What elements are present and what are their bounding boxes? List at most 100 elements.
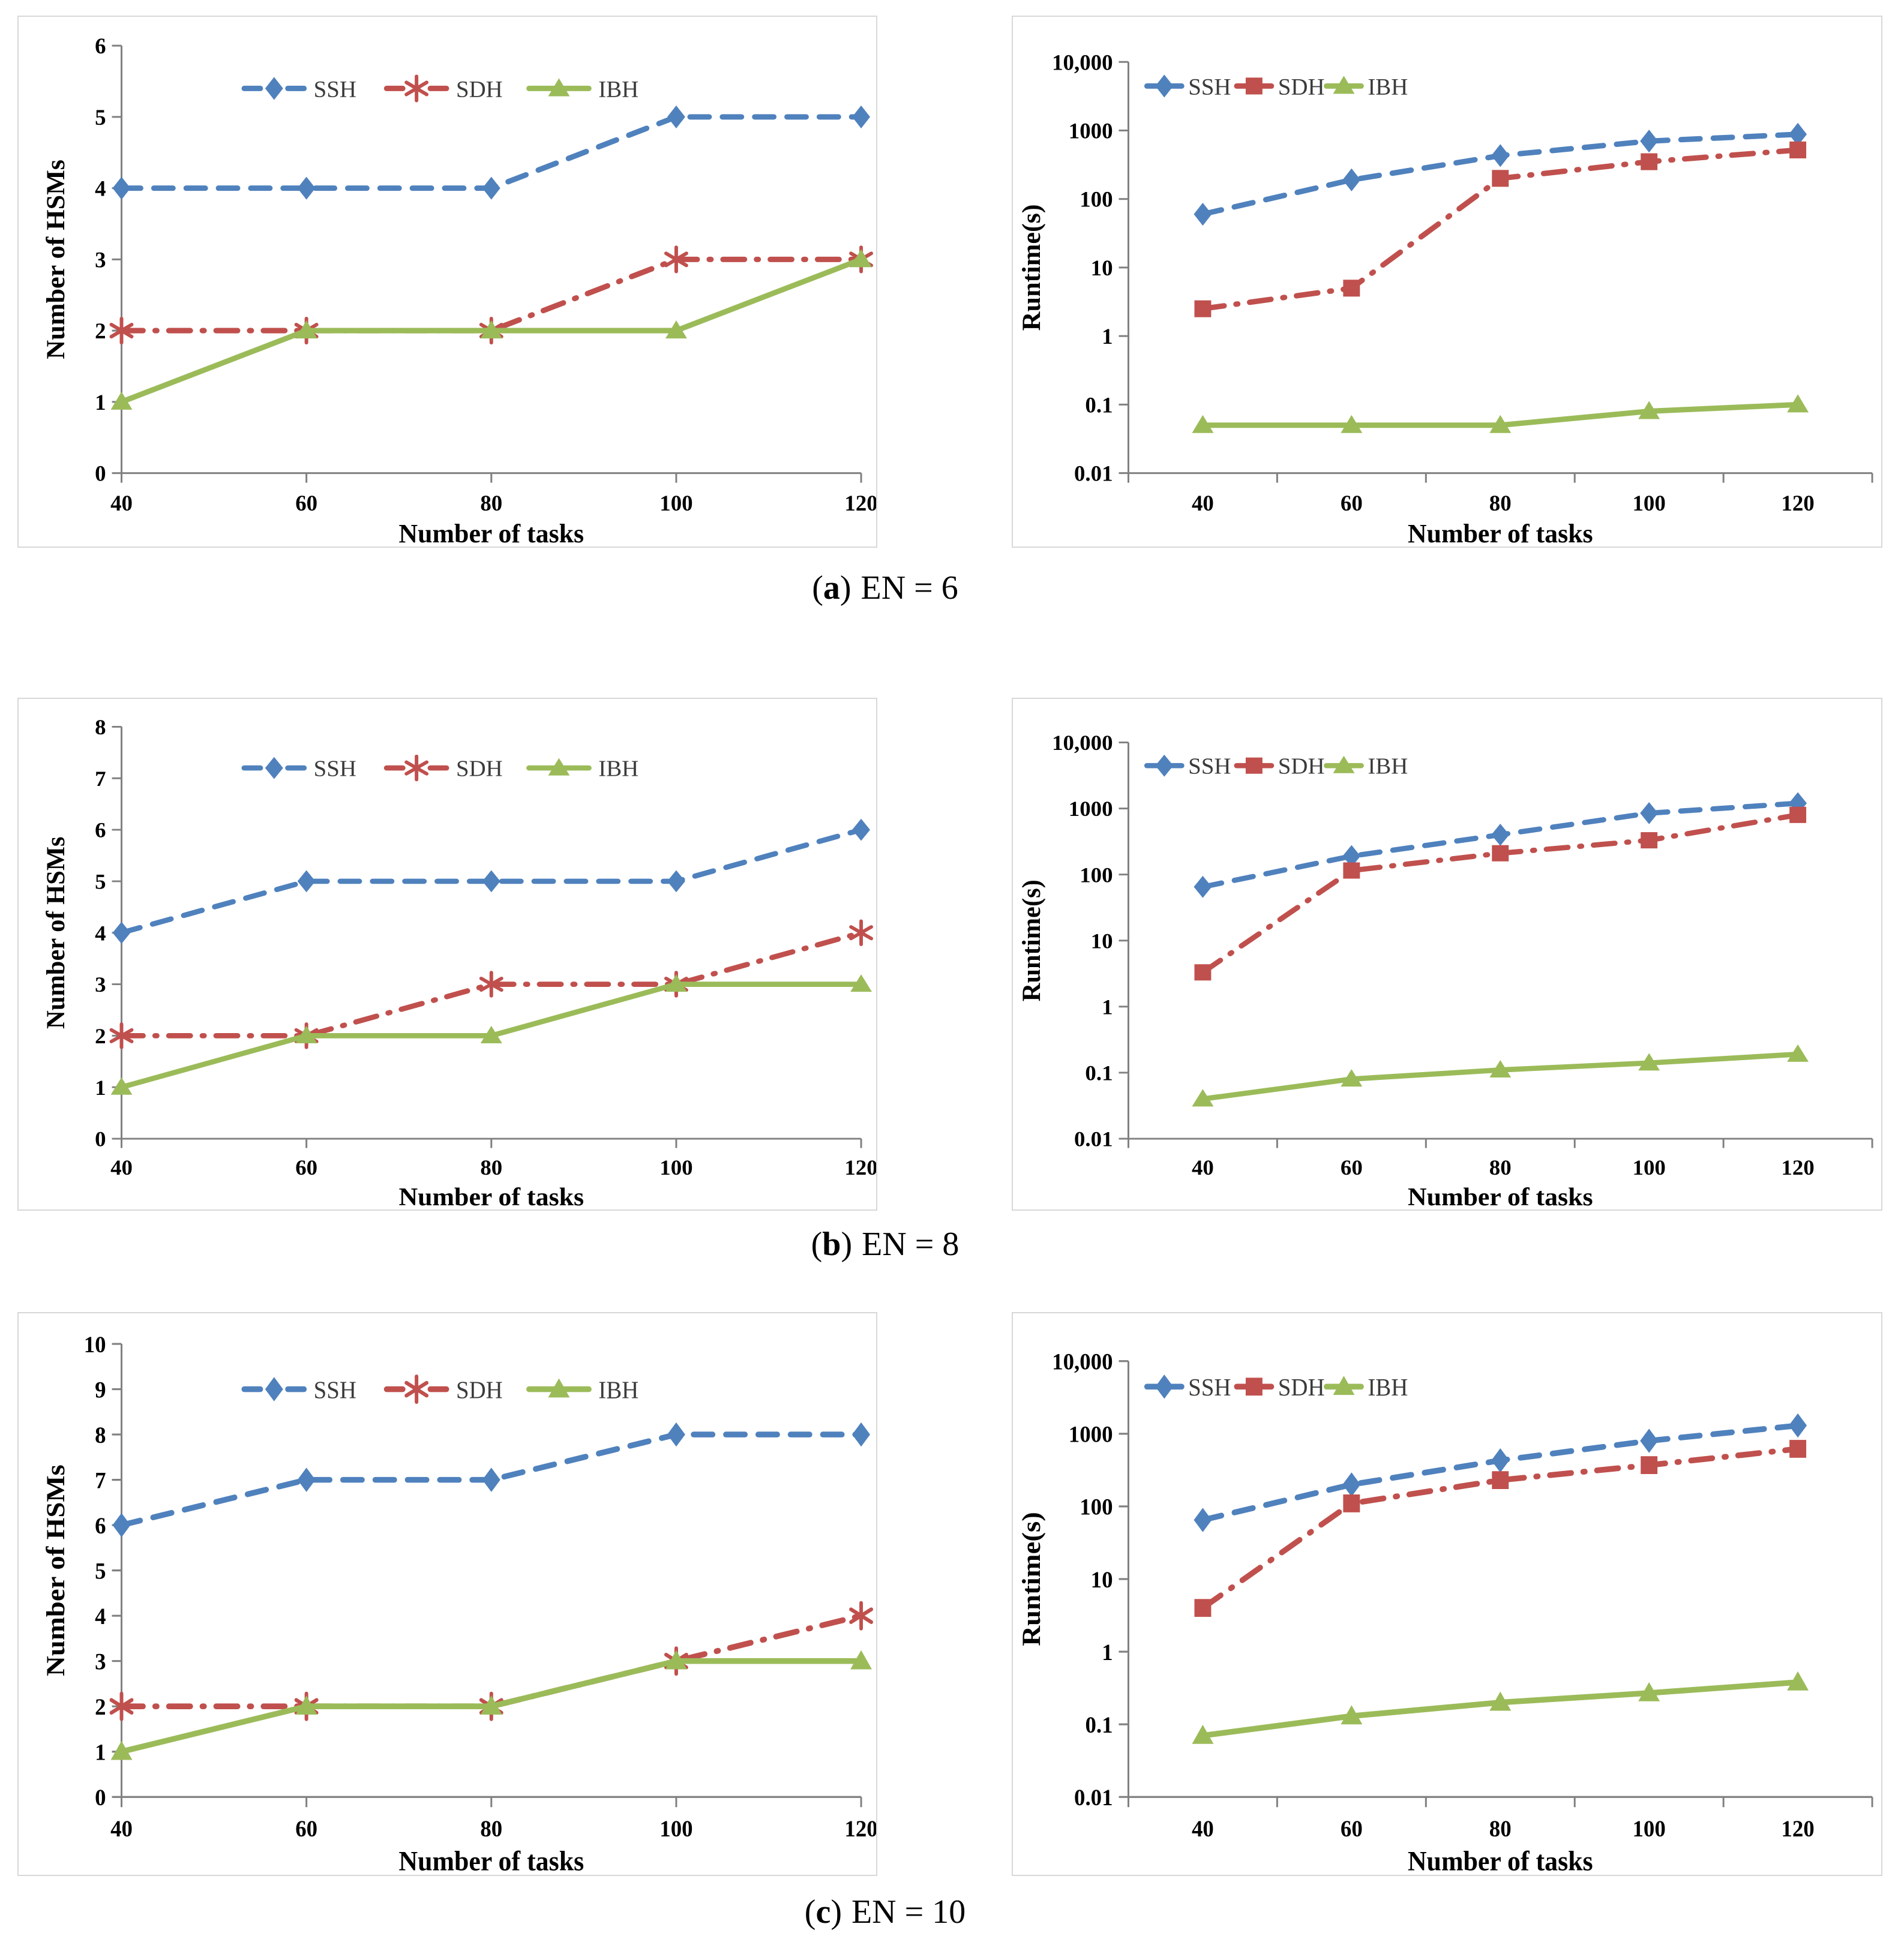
marker-diamond xyxy=(1342,1472,1361,1497)
svg-text:60: 60 xyxy=(295,1816,317,1842)
marker-triangle xyxy=(1333,76,1355,94)
marker-triangle xyxy=(1341,1705,1363,1725)
svg-text:Number of tasks: Number of tasks xyxy=(1408,1845,1593,1875)
series-SSH xyxy=(112,818,871,944)
svg-text:SDH: SDH xyxy=(1278,74,1325,100)
x-axis-ticks: 40 60 80 100 120 xyxy=(110,1797,876,1842)
axes xyxy=(1127,742,1873,1140)
chart-runtime-en10: 0.01 0.1 1 10 100 1000 10,000 40 60 80 100 120 Numbe… xyxy=(1013,1313,1881,1875)
caption-b: (b) EN = 8 xyxy=(0,1225,1770,1263)
svg-text:7: 7 xyxy=(95,767,106,790)
marker-triangle xyxy=(1489,415,1512,433)
y-axis-ticks: 0 1 2 3 4 5 6 xyxy=(95,34,122,487)
svg-text:SDH: SDH xyxy=(1278,1373,1325,1401)
legend-item-SSH: SSH xyxy=(1144,1373,1231,1401)
series-SDH xyxy=(1194,806,1807,981)
legend-item-IBH: IBH xyxy=(526,757,638,781)
x-axis-ticks: 40 60 80 100 120 xyxy=(1127,473,1873,516)
chart-panel-runtime-en10: 0.01 0.1 1 10 100 1000 10,000 40 60 80 100 120 Numbe… xyxy=(1012,1312,1882,1876)
chart-hsm-en6: 0 1 2 3 4 5 6 40 60 80 100 120 Number of tasks Number… xyxy=(19,17,876,547)
legend: SSH SDH IBH xyxy=(241,1374,638,1404)
caption-a-open: ( xyxy=(812,569,823,607)
legend-item-SSH: SSH xyxy=(241,1376,356,1404)
svg-text:SSH: SSH xyxy=(314,76,356,102)
chart-panel-runtime-en8: 0.01 0.1 1 10 100 1000 10,000 40 60 80 100 120 Numbe… xyxy=(1012,698,1882,1211)
series-SDH xyxy=(1194,1440,1807,1617)
marker-triangle xyxy=(295,1695,317,1715)
svg-text:8: 8 xyxy=(95,1422,106,1448)
svg-text:Runtime(s): Runtime(s) xyxy=(1017,1512,1045,1646)
svg-text:IBH: IBH xyxy=(598,76,638,102)
y-axis-ticks: 0 1 2 3 4 5 6 7 8 9 10 xyxy=(84,1332,122,1811)
svg-text:IBH: IBH xyxy=(1368,74,1408,100)
svg-text:80: 80 xyxy=(1489,1816,1512,1842)
svg-text:1: 1 xyxy=(95,1076,106,1099)
caption-c-open: ( xyxy=(804,1893,816,1931)
marker-square xyxy=(1245,757,1263,774)
marker-diamond xyxy=(482,176,500,200)
axis-titles: Number of tasks Number of HSMs xyxy=(41,160,584,547)
legend-item-SSH: SSH xyxy=(241,76,356,102)
chart-hsm-en8: 0 1 2 3 4 5 6 7 8 40 60 80 100 120 Number of tasks Numb… xyxy=(19,699,876,1209)
svg-text:60: 60 xyxy=(1341,1816,1363,1842)
axes xyxy=(121,727,862,1140)
marker-diamond xyxy=(1342,168,1361,191)
marker-triangle xyxy=(1489,1059,1512,1077)
marker-triangle xyxy=(480,1025,502,1043)
marker-diamond xyxy=(1194,1508,1212,1532)
caption-c: (c) EN = 10 xyxy=(0,1893,1770,1931)
marker-triangle xyxy=(1638,1682,1660,1701)
marker-square xyxy=(1641,153,1658,170)
marker-square xyxy=(1789,806,1807,823)
svg-text:80: 80 xyxy=(480,491,502,516)
marker-square xyxy=(1789,141,1807,158)
svg-text:100: 100 xyxy=(1080,188,1113,212)
series-SSH xyxy=(112,1422,871,1538)
marker-square xyxy=(1789,1440,1807,1458)
marker-triangle xyxy=(110,1077,133,1095)
marker-triangle xyxy=(1489,1691,1512,1711)
svg-text:Number of tasks: Number of tasks xyxy=(398,1183,584,1209)
svg-text:100: 100 xyxy=(659,491,692,516)
x-axis-ticks: 40 60 80 100 120 xyxy=(1127,1139,1873,1179)
marker-diamond xyxy=(112,1512,131,1538)
svg-text:40: 40 xyxy=(1192,1155,1214,1179)
marker-triangle xyxy=(850,249,872,268)
svg-text:120: 120 xyxy=(1781,491,1814,516)
marker-triangle xyxy=(110,1740,133,1760)
svg-text:Number of HSMs: Number of HSMs xyxy=(41,160,70,359)
axis-titles: Number of tasks Runtime(s) xyxy=(1017,1512,1593,1875)
marker-triangle xyxy=(295,320,317,339)
svg-text:10,000: 10,000 xyxy=(1052,731,1113,755)
svg-text:2: 2 xyxy=(95,319,106,344)
series-IBH xyxy=(1192,1671,1809,1744)
axis-titles: Number of tasks Number of HSMs xyxy=(41,1464,584,1875)
svg-text:1: 1 xyxy=(1102,995,1113,1019)
marker-triangle xyxy=(1787,1044,1809,1062)
marker-triangle xyxy=(1341,1069,1363,1087)
caption-b-letter: b xyxy=(822,1226,841,1263)
caption-b-text: EN = 8 xyxy=(862,1226,960,1263)
svg-text:10: 10 xyxy=(1091,256,1113,281)
svg-text:0.1: 0.1 xyxy=(1085,1061,1113,1085)
y-axis-ticks: 0.01 0.1 1 10 100 1000 10,000 xyxy=(1052,50,1129,487)
legend-item-SDH: SDH xyxy=(1234,754,1325,779)
marker-triangle xyxy=(1333,1376,1355,1395)
legend-item-IBH: IBH xyxy=(526,1376,638,1404)
svg-text:40: 40 xyxy=(110,491,133,516)
marker-triangle xyxy=(1333,755,1355,773)
svg-text:0: 0 xyxy=(95,1785,106,1811)
marker-triangle xyxy=(850,974,872,992)
marker-triangle xyxy=(1638,401,1660,419)
marker-triangle xyxy=(1638,1053,1660,1071)
marker-triangle xyxy=(548,1378,570,1398)
svg-text:Number of HSMs: Number of HSMs xyxy=(41,836,70,1029)
chart-panel-hsm-en10: 0 1 2 3 4 5 6 7 8 9 10 40 60 80 100 120 Number of tasks N… xyxy=(17,1312,877,1876)
svg-text:100: 100 xyxy=(1080,863,1113,887)
marker-triangle xyxy=(665,1650,687,1670)
marker-asterisk xyxy=(849,1607,874,1624)
legend: SSH SDH IBH xyxy=(1144,74,1408,100)
